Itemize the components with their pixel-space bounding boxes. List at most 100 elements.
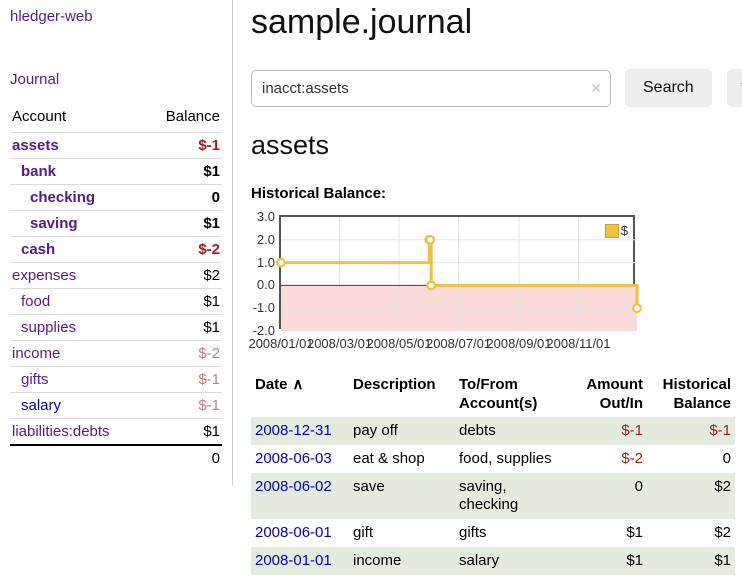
search-box: × [251, 69, 611, 107]
y-axis-tick-label: -2.0 [252, 323, 275, 338]
sidebar-account-liabilities-debts[interactable]: liabilities:debts [12, 423, 110, 440]
date-header-label: Date [255, 376, 288, 393]
sidebar-account-income[interactable]: income [12, 345, 61, 362]
search-form: × Search ? [251, 69, 742, 107]
y-axis-tick-label: -1.0 [252, 300, 275, 316]
sidebar-account-supplies[interactable]: supplies [21, 319, 77, 336]
transaction-accounts: salary [459, 552, 500, 569]
account-balance: $-2 [198, 345, 220, 362]
chart-data-point [425, 234, 436, 245]
register-table: Date ∧ Description To/From Account(s) Amount O… [251, 370, 735, 575]
accounts-total-row: 0 [10, 445, 222, 471]
clear-search-icon[interactable]: × [591, 78, 601, 98]
search-input[interactable] [251, 69, 611, 107]
chart-plot-area: $ [276, 215, 642, 331]
page-title: sample.journal [251, 3, 473, 41]
y-axis-tick-label: 0.0 [256, 277, 275, 293]
search-button[interactable]: Search [625, 69, 712, 107]
transaction-date-link[interactable]: 2008-01-01 [255, 552, 332, 569]
transaction-accounts: saving, checking [459, 478, 519, 513]
transaction-date-link[interactable]: 2008-12-31 [255, 422, 332, 439]
chart-canvas [276, 217, 642, 331]
sort-ascending-icon: ∧ [292, 376, 304, 393]
transaction-amount: $1 [626, 552, 643, 569]
transaction-date-link[interactable]: 2008-06-02 [255, 478, 332, 495]
transaction-accounts: debts [459, 422, 496, 439]
account-row: cash $-2 [10, 236, 222, 263]
account-balance: $-2 [198, 241, 220, 258]
x-axis-tick-label: 2008/07/01 [425, 336, 492, 351]
account-row: gifts $-1 [10, 366, 222, 393]
transaction-description: eat & shop [353, 450, 425, 467]
account-balance: $-1 [198, 397, 220, 414]
x-axis-tick-label: 2008/01/01 [248, 336, 314, 351]
account-balance: 0 [211, 189, 220, 206]
account-row: food $1 [10, 288, 222, 315]
x-axis-tick-label: 2008/05/01 [366, 336, 432, 351]
account-row: supplies $1 [10, 314, 222, 341]
accounts-header-balance: Balance [165, 108, 220, 125]
historical-balance-chart: $ 3.0 2.0 1.0 0.0 -1.0 -2.0 2008/01/01 2008/03/… [248, 209, 742, 360]
transaction-amount: $1 [626, 524, 643, 541]
register-header-historical: Historical Balance [662, 376, 731, 412]
account-balance: $1 [203, 163, 220, 180]
sidebar-account-expenses[interactable]: expenses [12, 267, 77, 284]
sidebar-account-checking[interactable]: checking [30, 189, 96, 206]
x-axis-tick-label: 2008/09/01 [486, 336, 552, 351]
transaction-accounts: food, supplies [459, 450, 552, 467]
account-row: assets $-1 [10, 132, 222, 159]
account-row: bank $1 [10, 158, 222, 185]
y-axis-tick-label: 2.0 [256, 231, 275, 247]
transaction-amount: $-1 [621, 422, 643, 439]
account-balance: $2 [203, 267, 220, 284]
accounts-header-account: Account [12, 108, 67, 125]
register-header-description: Description [353, 376, 436, 393]
y-axis-tick-label: 1.0 [256, 254, 275, 270]
account-row: saving $1 [10, 210, 222, 237]
main-content: sample.journal × Search ? assets Histori… [233, 0, 742, 575]
account-balance: $-1 [198, 137, 220, 154]
account-row: checking 0 [10, 184, 222, 211]
account-row: income $-2 [10, 340, 222, 367]
transaction-date-link[interactable]: 2008-06-03 [255, 450, 332, 467]
account-balance: $1 [203, 319, 220, 336]
register-row: 2008-06-02 save saving, checking 0 $2 [251, 473, 735, 519]
transaction-description: gift [353, 524, 374, 541]
account-row: salary $-1 [10, 392, 222, 419]
brand-link[interactable]: hledger-web [10, 8, 93, 25]
register-row: 2008-01-01 income salary $1 $1 [251, 547, 735, 575]
sidebar-account-cash[interactable]: cash [21, 241, 56, 258]
sidebar-account-food[interactable]: food [21, 293, 51, 310]
transaction-date-link[interactable]: 2008-06-01 [255, 524, 332, 541]
accounts-total-value: 0 [211, 450, 220, 467]
transaction-balance: $2 [714, 524, 731, 541]
sidebar-account-bank[interactable]: bank [21, 163, 57, 180]
accounts-table: Account Balance assets $-1 bank $1 checking 0… [10, 106, 222, 471]
x-axis-tick-label: 2008/11/01 [546, 336, 611, 351]
sidebar-account-saving[interactable]: saving [30, 215, 78, 232]
sidebar-account-assets[interactable]: assets [12, 137, 59, 154]
sidebar: hledger-web Journal Account Balance asse… [0, 0, 233, 485]
sidebar-account-salary[interactable]: salary [21, 397, 62, 414]
help-button[interactable]: ? [726, 69, 742, 107]
legend-swatch-icon [604, 223, 619, 238]
legend-series-label: $ [620, 223, 628, 238]
x-axis-tick-label: 2008/03/01 [306, 336, 373, 351]
transaction-balance: $2 [714, 478, 731, 495]
account-balance: $1 [203, 423, 220, 440]
sidebar-account-gifts[interactable]: gifts [21, 371, 49, 388]
transaction-balance: 0 [722, 450, 731, 467]
account-row: liabilities:debts $1 [10, 418, 222, 446]
transaction-amount: $-2 [621, 450, 643, 467]
register-row: 2008-06-01 gift gifts $1 $2 [251, 519, 735, 547]
transaction-description: save [353, 478, 385, 495]
account-heading: assets [251, 130, 330, 160]
account-balance: $1 [203, 215, 220, 232]
transaction-balance: $-1 [709, 422, 731, 439]
transaction-accounts: gifts [459, 524, 487, 541]
chart-data-point [632, 303, 642, 314]
sidebar-item-journal[interactable]: Journal [10, 71, 60, 88]
register-row: 2008-06-03 eat & shop food, supplies $-2 0 [251, 445, 735, 473]
transaction-description: pay off [353, 422, 398, 439]
